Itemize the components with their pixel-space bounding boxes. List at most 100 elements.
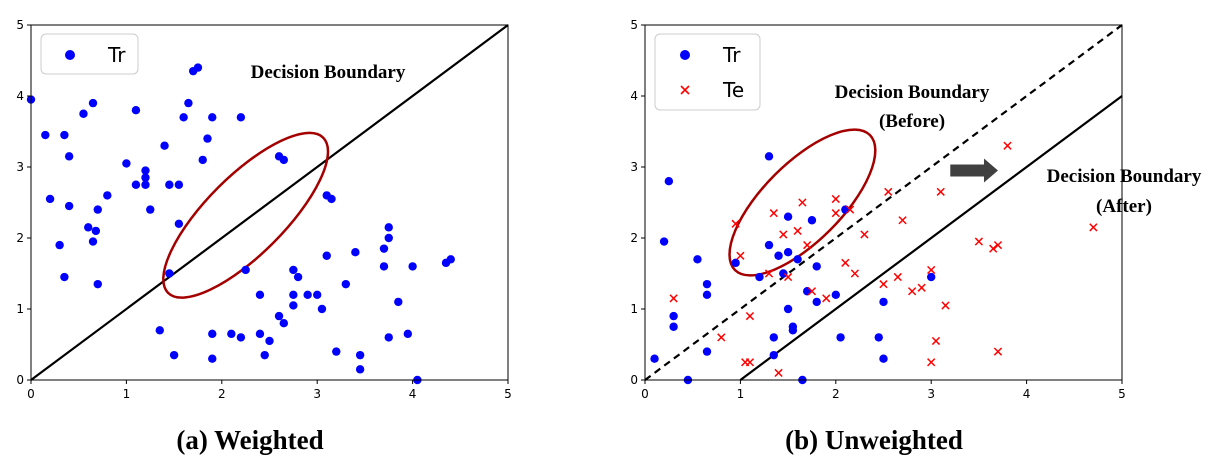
point-tr xyxy=(93,279,102,289)
point-tr xyxy=(783,212,793,221)
point-tr xyxy=(379,262,389,271)
point-tr xyxy=(236,113,246,122)
point-te xyxy=(860,230,869,239)
point-tr xyxy=(55,240,64,250)
caption-b: (b) Unweighted xyxy=(785,425,963,455)
point-tr xyxy=(783,248,793,257)
x-marker-stroke xyxy=(927,265,936,275)
axis-ticks-a: 0 1 2 3 4 5 0 1 2 3 4 5 xyxy=(16,18,511,401)
point-tr xyxy=(774,251,783,260)
axis-ticks-b: 0 1 2 3 4 5 0 1 2 3 4 5 xyxy=(630,18,1125,401)
point-te xyxy=(898,216,907,225)
x-tick-label: 1 xyxy=(737,387,745,401)
point-tr xyxy=(198,155,207,165)
point-te xyxy=(764,269,774,278)
point-tr xyxy=(351,248,360,257)
x-marker-stroke xyxy=(774,368,783,378)
x-marker-stroke xyxy=(807,287,817,296)
point-te xyxy=(779,230,788,239)
point-tr xyxy=(141,180,150,189)
y-tick-label: 5 xyxy=(16,18,24,32)
x-marker-stroke xyxy=(993,240,1003,250)
x-marker-stroke xyxy=(764,269,774,278)
point-tr xyxy=(141,173,150,182)
point-te xyxy=(917,283,926,292)
annotation-boundary-before-line2: (Before) xyxy=(879,111,945,132)
point-te xyxy=(841,258,850,267)
annotation-boundary-after-line2: (After) xyxy=(1096,196,1152,217)
shift-arrow-icon xyxy=(950,158,998,183)
point-tr xyxy=(317,304,327,314)
point-tr xyxy=(874,333,883,342)
point-tr xyxy=(693,255,702,264)
point-te xyxy=(774,368,783,378)
y-tick-label: 1 xyxy=(630,302,638,316)
point-tr xyxy=(313,290,322,299)
point-tr xyxy=(769,350,778,360)
point-tr xyxy=(927,272,936,282)
point-tr xyxy=(208,113,217,122)
point-tr xyxy=(155,326,164,335)
point-tr xyxy=(327,194,336,204)
point-tr xyxy=(836,333,845,342)
point-te xyxy=(669,294,678,303)
point-tr xyxy=(93,205,102,214)
legend-box-a xyxy=(40,33,139,75)
point-tr xyxy=(165,269,174,278)
x-marker-stroke xyxy=(736,251,745,260)
point-tr xyxy=(303,290,312,299)
point-tr xyxy=(131,180,141,189)
decision-boundaries-b xyxy=(644,24,1123,381)
point-tr xyxy=(841,205,850,214)
point-te xyxy=(822,294,831,303)
x-tick-label: 5 xyxy=(504,387,512,401)
y-tick-label: 0 xyxy=(16,373,24,387)
point-te xyxy=(745,311,755,321)
point-tr xyxy=(174,219,184,228)
point-tr xyxy=(403,329,413,339)
x-tick-label: 3 xyxy=(927,387,935,401)
x-marker-stroke xyxy=(731,219,740,228)
point-tr xyxy=(131,106,141,115)
legend-marker-tr-a xyxy=(65,50,75,60)
point-te xyxy=(989,244,998,253)
y-tick-label: 2 xyxy=(16,231,24,245)
point-tr xyxy=(783,304,793,314)
point-tr xyxy=(764,152,774,161)
x-marker-stroke xyxy=(841,258,850,267)
point-tr xyxy=(279,155,289,165)
point-tr xyxy=(332,347,341,356)
x-marker-stroke xyxy=(779,230,788,239)
legend-label-tr-a: Tr xyxy=(107,43,126,67)
point-tr xyxy=(208,354,217,363)
point-tr xyxy=(91,226,101,236)
x-marker-stroke xyxy=(907,287,917,296)
point-tr xyxy=(879,354,888,363)
point-tr xyxy=(64,152,74,161)
point-tr xyxy=(179,113,188,122)
x-marker-stroke xyxy=(879,280,888,289)
point-tr xyxy=(355,350,365,360)
point-tr xyxy=(793,255,802,264)
point-te xyxy=(850,269,860,278)
point-te xyxy=(879,280,888,289)
x-marker-stroke xyxy=(993,347,1003,356)
point-te xyxy=(974,237,984,246)
x-tick-label: 4 xyxy=(409,387,417,401)
point-te xyxy=(731,219,740,228)
x-marker-stroke xyxy=(845,205,855,214)
decision-boundary-line xyxy=(644,24,1123,381)
decision-boundary-line xyxy=(30,24,509,381)
point-tr xyxy=(408,262,417,271)
x-marker-stroke xyxy=(931,336,941,346)
y-tick-label: 5 xyxy=(630,18,638,32)
point-tr xyxy=(227,329,236,339)
x-marker-stroke xyxy=(798,198,807,207)
point-tr xyxy=(60,272,69,282)
point-tr xyxy=(769,333,778,342)
x-marker-stroke xyxy=(884,187,893,196)
panel-unweighted: 0 1 2 3 4 5 0 1 2 3 4 5 Tr Te Decision Boundary (Be… xyxy=(630,18,1201,455)
point-te xyxy=(893,272,902,282)
point-tr xyxy=(379,244,389,253)
